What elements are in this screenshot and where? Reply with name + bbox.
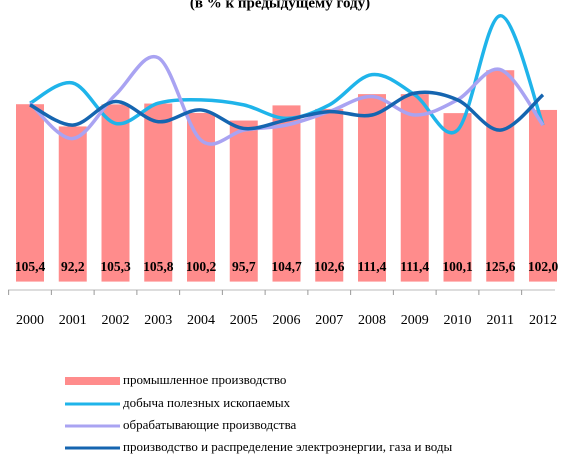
series-line bbox=[29, 90, 545, 132]
x-tick-label: 2010 bbox=[444, 313, 472, 328]
legend-label: производство и распределение электроэнер… bbox=[123, 439, 453, 454]
value-label: 102,6 bbox=[314, 259, 345, 274]
bar bbox=[101, 104, 130, 282]
x-tick-label: 2003 bbox=[144, 313, 172, 328]
x-tick-label: 2002 bbox=[102, 313, 130, 328]
x-tick-label: 2008 bbox=[358, 313, 386, 328]
x-tick-label: 2006 bbox=[273, 313, 301, 328]
legend-label: добыча полезных ископаемых bbox=[123, 395, 291, 410]
x-tick-label: 2001 bbox=[59, 313, 87, 328]
value-label: 100,2 bbox=[186, 259, 217, 274]
value-label: 105,8 bbox=[143, 259, 174, 274]
bar bbox=[315, 108, 344, 282]
value-label: 105,4 bbox=[15, 259, 46, 274]
bar bbox=[144, 103, 173, 282]
bar bbox=[58, 126, 87, 282]
bar bbox=[16, 104, 44, 282]
bar bbox=[400, 94, 429, 282]
bar bbox=[443, 113, 472, 282]
chart-title: (в % к предыдущему году) bbox=[190, 0, 370, 11]
x-tick-label: 2000 bbox=[16, 313, 44, 328]
value-label: 95,7 bbox=[232, 259, 256, 274]
x-tick-label: 2012 bbox=[529, 313, 557, 328]
x-tick-label: 2004 bbox=[187, 313, 215, 328]
value-label: 100,1 bbox=[442, 259, 473, 274]
value-label: 111,4 bbox=[358, 259, 387, 274]
x-tick-label: 2007 bbox=[315, 313, 343, 328]
value-label: 92,2 bbox=[61, 259, 85, 274]
value-label: 104,7 bbox=[271, 259, 302, 274]
x-tick-label: 2011 bbox=[487, 313, 514, 328]
value-label: 111,4 bbox=[400, 259, 429, 274]
bar bbox=[358, 94, 386, 282]
legend-swatch bbox=[65, 377, 120, 385]
legend-label: обрабатывающие производства bbox=[123, 417, 297, 432]
x-tick-label: 2009 bbox=[401, 313, 429, 328]
bar bbox=[486, 70, 515, 282]
bar bbox=[229, 120, 258, 282]
x-tick-label: 2005 bbox=[230, 313, 258, 328]
value-label: 102,0 bbox=[528, 259, 559, 274]
legend-label: промышленное производство bbox=[123, 372, 286, 387]
value-label: 105,3 bbox=[100, 259, 131, 274]
bar bbox=[529, 109, 557, 282]
bar bbox=[272, 105, 301, 282]
value-label: 125,6 bbox=[485, 259, 516, 274]
